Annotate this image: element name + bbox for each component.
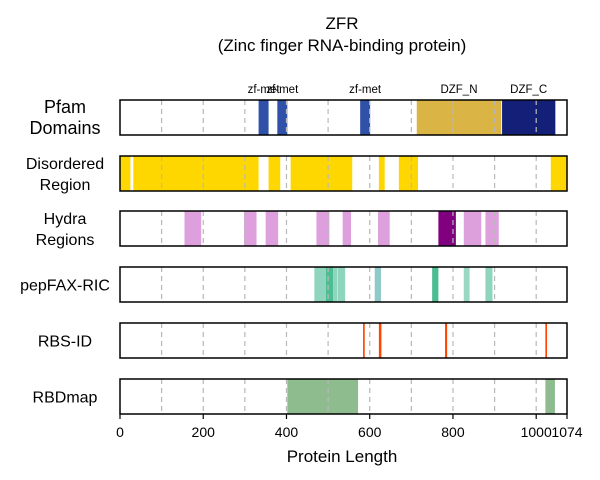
track-label-0-1: Domains	[29, 118, 100, 138]
track-frame-2	[119, 210, 568, 247]
track-label-2-1: Regions	[36, 232, 95, 249]
segment-2-7	[463, 211, 482, 246]
segment-1-0	[120, 156, 131, 191]
segment-3-7	[485, 267, 493, 302]
segment-5-1	[545, 379, 555, 414]
track-label-5-0: RBDmap	[33, 390, 98, 407]
segment-2-3	[316, 211, 330, 246]
track-label-2-0: Hydra	[44, 211, 87, 228]
x-tick-label-6: 1074	[551, 424, 582, 440]
segment-5-0	[287, 379, 359, 414]
track-frame-5	[119, 378, 568, 415]
x-tick-label-3: 600	[358, 424, 382, 440]
segment-0-1	[277, 100, 288, 135]
track-2: Hydra Regions	[36, 210, 568, 249]
chart-subtitle: (Zinc finger RNA-binding protein)	[218, 36, 467, 55]
segment-3-6	[463, 267, 470, 302]
track-label-1-1: Region	[40, 177, 91, 194]
segment-0-2	[360, 100, 371, 135]
segment-label-0-4: DZF_C	[510, 84, 547, 96]
track-label-1-0: Disordered	[26, 156, 104, 173]
x-tick-label-0: 0	[116, 424, 124, 440]
segment-label-0-3: DZF_N	[440, 84, 477, 96]
track-1: Disordered Region	[26, 155, 568, 194]
track-5: RBDmap	[33, 378, 568, 415]
segment-label-0-2: zf-met	[349, 84, 382, 96]
segment-1-4	[378, 156, 385, 191]
chart-title: ZFR	[325, 14, 358, 33]
x-axis: 0 200 400 600 800 1000 1074	[116, 414, 583, 440]
track-frame-0	[119, 99, 568, 136]
segment-2-1	[244, 211, 257, 246]
segment-1-3	[290, 156, 353, 191]
segment-2-4	[342, 211, 351, 246]
segment-4-2	[445, 323, 448, 358]
x-tick-label-2: 400	[275, 424, 299, 440]
track-frame-3	[119, 266, 568, 303]
segment-1-2	[268, 156, 281, 191]
segment-3-0	[314, 267, 327, 302]
segment-3-2	[333, 267, 338, 302]
track-label-4-0: RBS-ID	[38, 334, 92, 351]
track-3: pepFAX-RIC	[20, 266, 568, 303]
x-tick-label-5: 1000	[521, 424, 552, 440]
segment-2-2	[265, 211, 279, 246]
segment-label-0-1: zf-met	[266, 84, 299, 96]
segment-3-1	[326, 267, 334, 302]
track-frame-4	[119, 322, 568, 359]
x-tick-label-1: 200	[192, 424, 216, 440]
segment-2-8	[485, 211, 499, 246]
track-label-3-0: pepFAX-RIC	[20, 278, 110, 295]
segment-0-4	[502, 100, 556, 135]
segment-4-0	[363, 323, 365, 358]
segment-label-0-0: zf-met	[248, 84, 281, 96]
segment-4-1	[378, 323, 382, 358]
segment-3-4	[374, 267, 381, 302]
track-4: RBS-ID	[38, 322, 568, 359]
segment-1-1	[133, 156, 259, 191]
segment-2-0	[184, 211, 202, 246]
track-label-0-0: Pfam	[44, 97, 86, 117]
segment-2-6	[438, 211, 456, 246]
x-axis-label: Protein Length	[287, 447, 398, 466]
segment-4-3	[545, 323, 548, 358]
segment-0-3	[416, 100, 502, 135]
segment-3-3	[337, 267, 346, 302]
segment-3-5	[432, 267, 439, 302]
segment-0-0	[258, 100, 269, 135]
segment-1-6	[550, 156, 567, 191]
track-frame-1	[119, 155, 568, 192]
x-tick-label-4: 800	[441, 424, 465, 440]
segment-1-5	[398, 156, 418, 191]
segment-2-5	[378, 211, 390, 246]
